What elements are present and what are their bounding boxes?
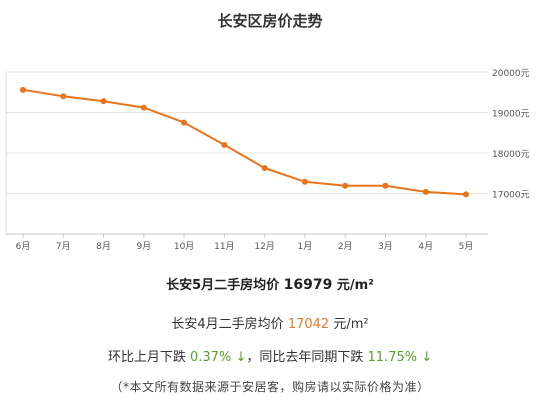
chart-title: 长安区房价走势 xyxy=(217,12,323,30)
data-point-5 xyxy=(221,141,228,148)
may-average-price: 长安5月二手房均价 16979 元/m² xyxy=(0,274,540,293)
price-trend-chart: 20000元 19000元 18000元 17000元 6月 7月 8月 9月 10月 11月 12… xyxy=(5,69,530,252)
yoy-down-arrow-icon: ↓ xyxy=(421,350,433,365)
mom-label: 环比上月下跌 xyxy=(107,350,186,365)
april-price-unit: 元/m² xyxy=(333,317,369,332)
may-price-label: 长安5月二手房均价 xyxy=(166,278,280,293)
yoy-value: 11.75% xyxy=(367,350,418,365)
x-tick-label-1: 7月 xyxy=(56,241,71,252)
yoy-label: ，同比去年同期下跌 xyxy=(246,350,364,365)
data-point-6 xyxy=(261,164,268,171)
mom-value: 0.37% xyxy=(190,350,232,365)
x-tick-label-2: 8月 xyxy=(96,241,111,252)
data-point-10 xyxy=(422,188,429,195)
data-point-9 xyxy=(382,182,389,189)
x-tick-label-9: 3月 xyxy=(378,241,393,252)
x-tick-label-5: 11月 xyxy=(214,241,234,252)
april-price-value: 17042 xyxy=(287,317,330,332)
mom-down-arrow-icon: ↓ xyxy=(235,350,247,365)
x-tick-label-8: 2月 xyxy=(338,241,353,252)
x-tick-label-0: 6月 xyxy=(16,241,31,252)
april-average-price: 长安4月二手房均价 17042 元/m² xyxy=(0,313,540,332)
may-price-value: 16979 xyxy=(283,277,333,293)
y-tick-label-17000: 17000元 xyxy=(492,191,530,201)
data-point-1 xyxy=(60,93,67,100)
price-change-summary: 环比上月下跌 0.37% ↓，同比去年同期下跌 11.75% ↓ xyxy=(0,346,540,365)
series-line-0 xyxy=(22,88,467,196)
data-point-8 xyxy=(342,182,349,189)
y-tick-label-18000: 18000元 xyxy=(492,150,530,160)
x-tick-label-3: 9月 xyxy=(136,241,151,252)
april-price-label: 长安4月二手房均价 xyxy=(171,317,284,332)
y-tick-label-20000: 20000元 xyxy=(492,69,530,79)
may-price-unit: 元/m² xyxy=(336,278,374,293)
y-tick-label-19000: 19000元 xyxy=(492,110,530,120)
x-tick-label-11: 5月 xyxy=(459,241,474,252)
data-point-4 xyxy=(181,119,188,126)
data-point-0 xyxy=(20,86,26,93)
data-point-7 xyxy=(301,178,308,185)
data-point-2 xyxy=(100,98,107,105)
x-tick-label-7: 1月 xyxy=(298,241,313,252)
x-tick-label-10: 4月 xyxy=(418,241,433,252)
x-tick-label-6: 12月 xyxy=(254,241,274,252)
x-tick-label-4: 10月 xyxy=(174,241,194,252)
data-point-11 xyxy=(463,191,469,198)
data-source-disclaimer: （*本文所有数据来源于安居客，购房请以实际价格为准） xyxy=(110,380,430,394)
data-point-3 xyxy=(140,104,147,111)
